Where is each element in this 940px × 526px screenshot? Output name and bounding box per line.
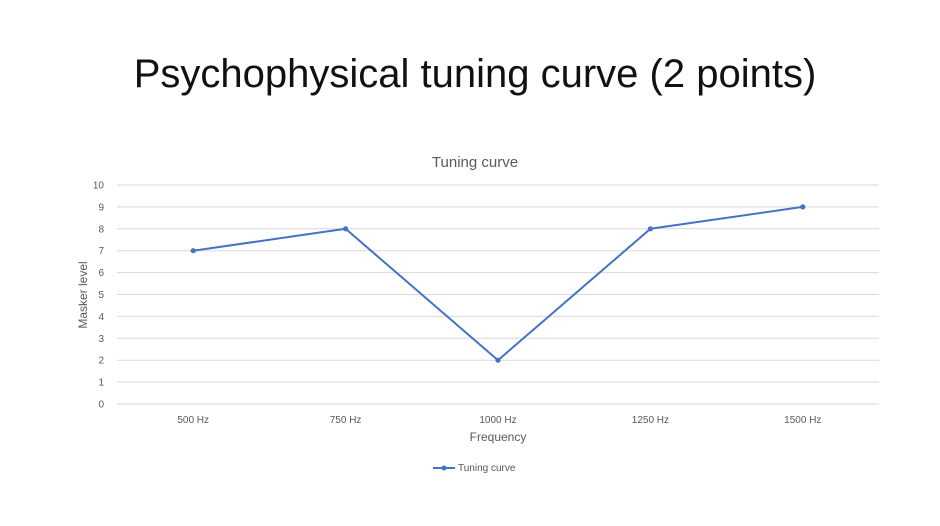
gridlines: [117, 184, 879, 405]
y-tick-label: 7: [98, 246, 104, 257]
chart-title: Tuning curve: [432, 154, 518, 171]
legend-label: Tuning curve: [458, 463, 516, 474]
x-axis-ticks: 500 Hz 750 Hz 1000 Hz 1250 Hz 1500 Hz: [177, 415, 821, 426]
series-line: [193, 205, 803, 362]
y-tick-label: 1: [98, 378, 104, 389]
y-axis-ticks: 0 1 2 3 4 5 6 7 8 9 10: [93, 181, 105, 411]
series-layer: [190, 204, 806, 363]
x-tick-label: 750 Hz: [330, 415, 362, 426]
x-tick-label: 1000 Hz: [479, 415, 516, 426]
y-tick-label: 6: [98, 268, 104, 279]
legend-marker: [441, 465, 447, 471]
y-tick-label: 8: [98, 224, 104, 235]
y-tick-label: 2: [98, 356, 104, 367]
data-point: [647, 226, 654, 232]
x-tick-label: 1500 Hz: [784, 415, 821, 426]
y-tick-label: 4: [98, 312, 104, 323]
y-tick-label: 3: [98, 334, 104, 345]
slide-title: Psychophysical tuning curve (2 points): [133, 52, 817, 96]
data-point: [495, 357, 501, 363]
x-tick-label: 1250 Hz: [632, 415, 669, 426]
y-tick-label: 5: [98, 290, 104, 301]
legend: Tuning curve: [433, 463, 516, 474]
x-axis-title: Frequency: [470, 430, 527, 444]
data-point: [190, 248, 196, 254]
y-axis-title: Masker level: [76, 261, 90, 328]
data-point: [800, 204, 806, 210]
y-tick-label: 10: [93, 181, 105, 192]
y-tick-label: 0: [98, 400, 104, 411]
x-tick-label: 500 Hz: [177, 415, 209, 426]
data-point: [343, 226, 349, 232]
y-tick-label: 9: [98, 202, 104, 213]
